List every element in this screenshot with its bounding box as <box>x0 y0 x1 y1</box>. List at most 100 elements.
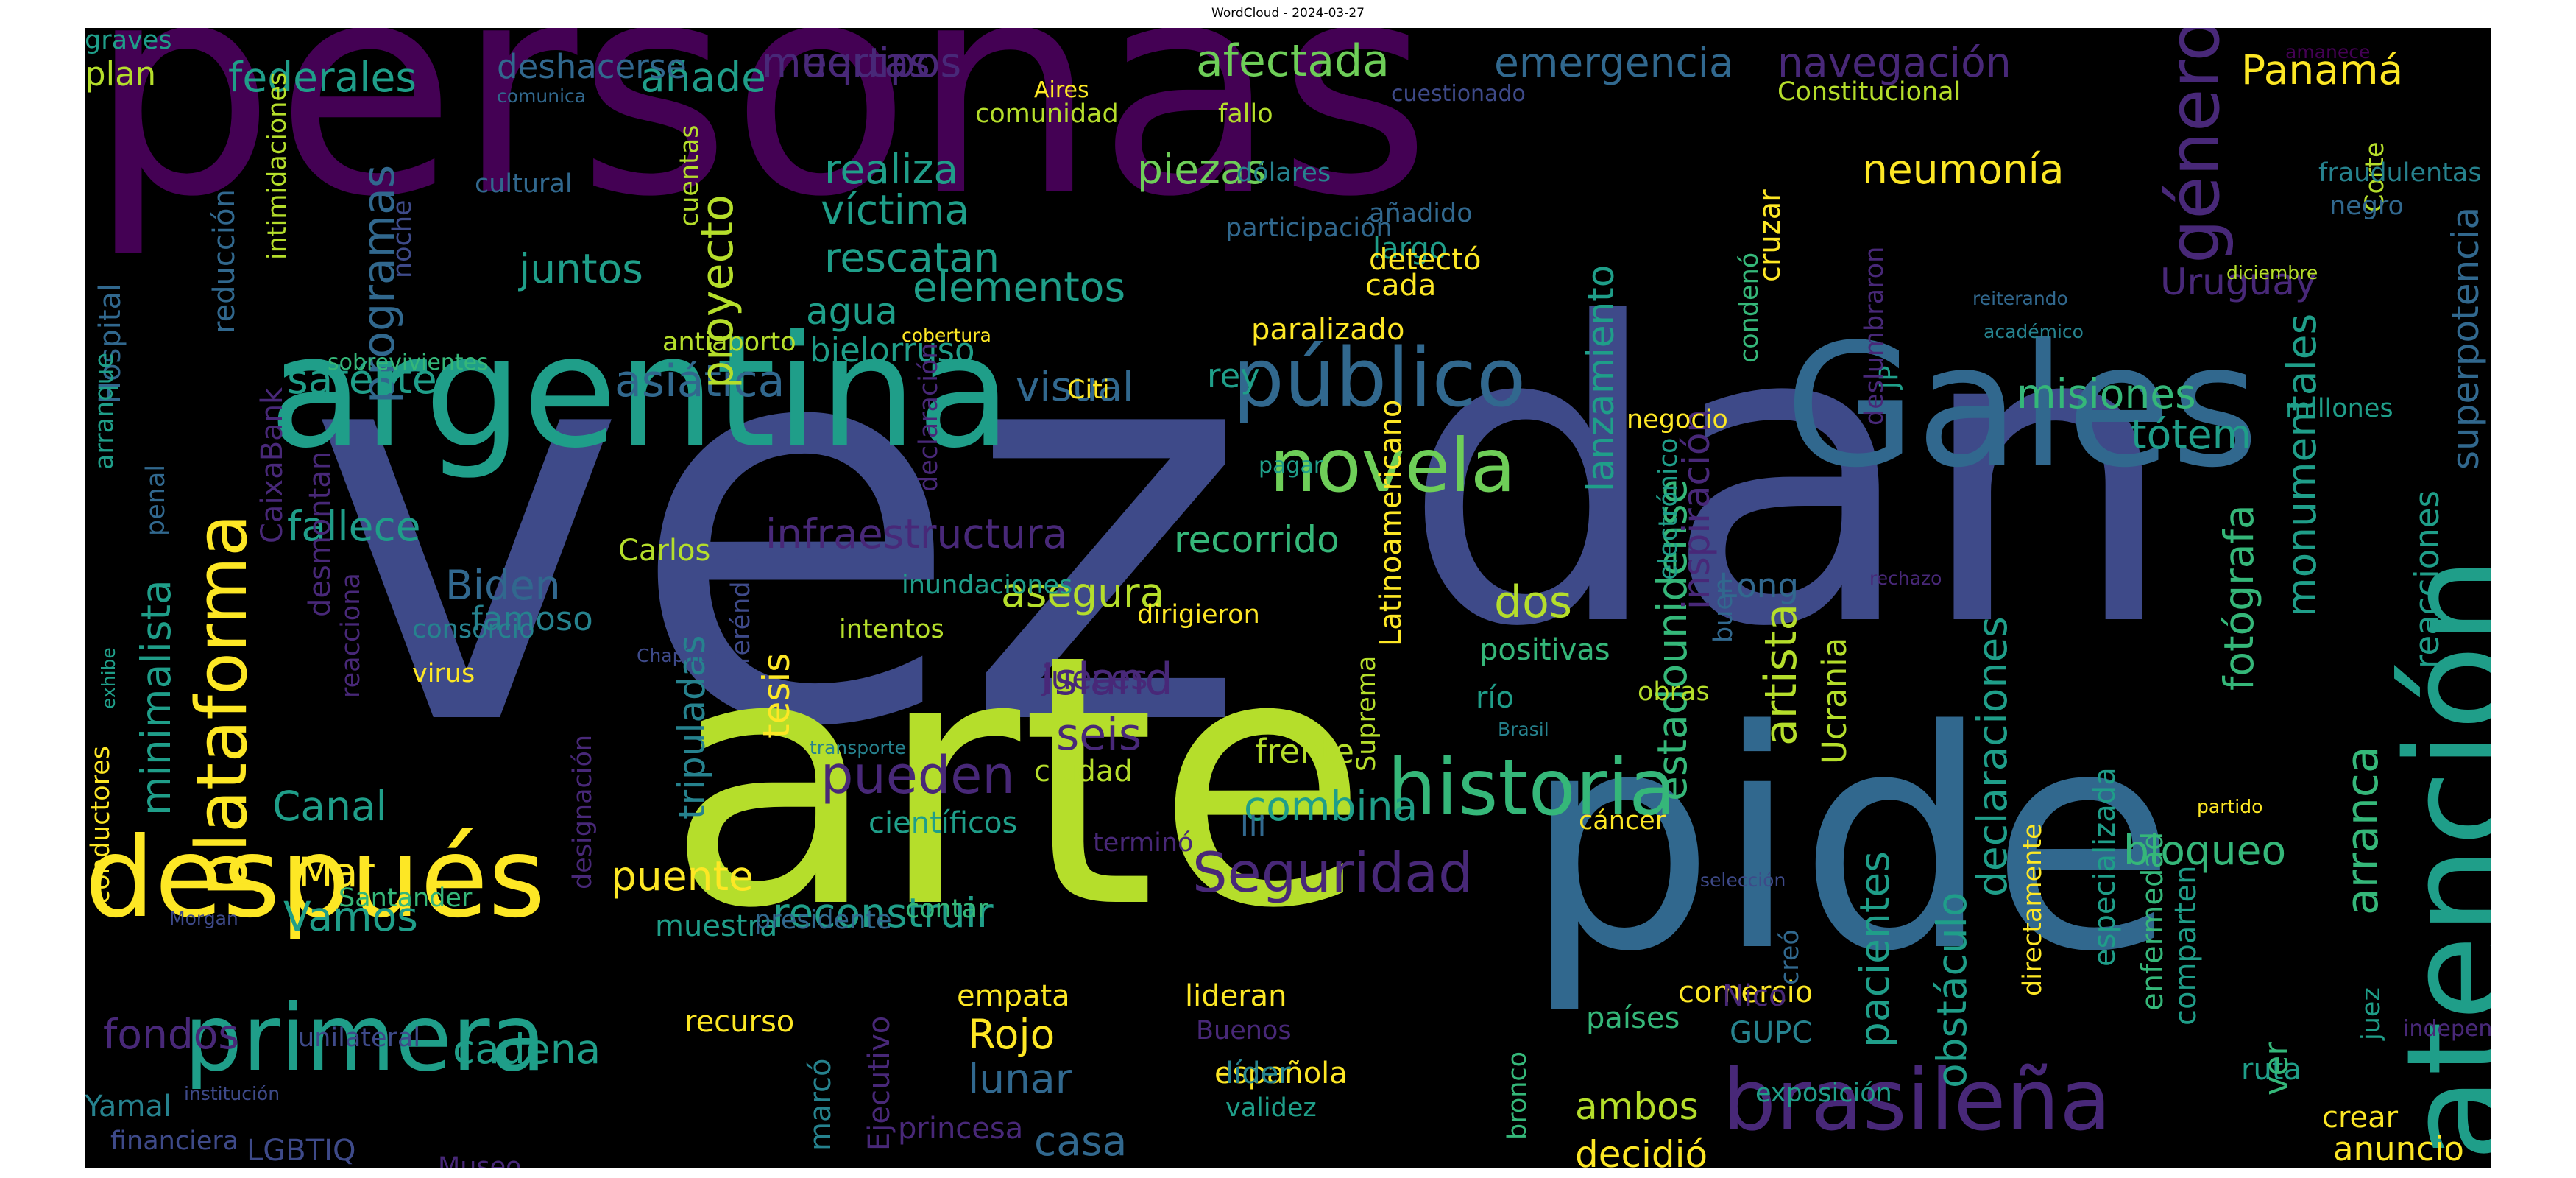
cloud-word: agua <box>806 290 898 333</box>
cloud-word: Buenos <box>1196 1016 1292 1045</box>
cloud-word: consorcio <box>412 615 535 644</box>
cloud-word: fraudulentas <box>2318 158 2482 188</box>
cloud-word: cadena <box>453 1026 601 1073</box>
cloud-word: exposición <box>1755 1079 1892 1108</box>
cloud-word: cuentas <box>675 124 704 227</box>
cloud-word: lunar <box>968 1055 1072 1102</box>
cloud-word: intentos <box>839 615 944 644</box>
cloud-word: superpotencia <box>2444 206 2487 470</box>
cloud-word: juez <box>2357 987 2386 1040</box>
cloud-word: largo <box>1373 232 1448 266</box>
cloud-word: recorrido <box>1174 518 1340 561</box>
cloud-word: CaixaBank <box>255 387 289 543</box>
cloud-word: Canal <box>272 783 387 830</box>
cloud-word: negro <box>2329 191 2404 221</box>
cloud-word: unilateral <box>298 1023 421 1053</box>
cloud-word: puente <box>611 853 754 900</box>
cloud-word: positivas <box>1479 633 1610 667</box>
cloud-word: fondos <box>103 1011 240 1058</box>
cloud-word: brasileña <box>1722 1051 2112 1150</box>
cloud-word: tesis <box>755 652 798 738</box>
cloud-word: género <box>2154 28 2235 264</box>
cloud-word: Chapinero <box>637 645 731 666</box>
cloud-word: cáncer <box>1579 806 1666 836</box>
cloud-word: lideran <box>1185 979 1287 1013</box>
cloud-word: especializada <box>2088 767 2122 967</box>
cloud-word: arranque <box>90 352 119 470</box>
cloud-word: cobertura <box>902 325 991 346</box>
word-cloud-canvas: personas vez dan arte pide argentina Gales aten… <box>85 28 2491 1168</box>
cloud-word: lanzamiento <box>1579 264 1622 492</box>
cloud-word: dos <box>1494 576 1573 628</box>
cloud-word: negocio <box>1627 405 1728 434</box>
cloud-word: graves <box>85 28 172 55</box>
cloud-word: muestra <box>655 909 778 943</box>
cloud-word: Morgan <box>169 908 238 929</box>
cloud-word: Brasil <box>1498 719 1549 740</box>
cloud-word: Citi <box>1067 375 1110 405</box>
cloud-word: condenó <box>1735 252 1764 363</box>
cloud-word: casa <box>1034 1118 1128 1165</box>
cloud-word: Yamal <box>85 1090 172 1124</box>
cloud-word: Suprema <box>1352 655 1381 772</box>
cloud-word: añade <box>640 54 767 101</box>
cloud-word: río <box>1476 681 1515 715</box>
cloud-word: decidió <box>1575 1133 1708 1168</box>
cloud-word: navegación <box>1777 39 2011 86</box>
cloud-word: reacciones <box>2407 490 2446 669</box>
cloud-word: bloqueo <box>2123 827 2287 874</box>
cloud-word: bielorruso <box>810 331 975 370</box>
cloud-word: partido <box>2197 796 2263 817</box>
cloud-word: conductores <box>86 745 116 904</box>
cloud-word: enfermedad <box>2136 831 2170 1011</box>
cloud-word: satélite <box>287 356 437 403</box>
cloud-word: declaración <box>914 342 944 492</box>
cloud-word: realiza <box>824 146 959 193</box>
cloud-word: deslumbraron <box>1860 246 1889 426</box>
cloud-word: reconstruir <box>773 889 994 937</box>
cloud-word: visual <box>1016 363 1134 410</box>
cloud-word: Ucrania <box>1815 637 1854 764</box>
cloud-word: marcó <box>804 1058 838 1151</box>
cloud-word: Museo <box>438 1152 522 1168</box>
cloud-word: amanece <box>2285 41 2371 63</box>
cloud-word: personas <box>88 28 1432 261</box>
cloud-word: intimidaciones <box>263 71 292 260</box>
cloud-word: obstáculo <box>1928 892 1975 1088</box>
cloud-word: referéndum <box>726 540 756 691</box>
cloud-word: reacciona <box>336 573 366 698</box>
cloud-word: cultural <box>475 169 573 199</box>
cloud-word: LGBTIQ <box>247 1134 356 1168</box>
cloud-word: líder <box>1225 1057 1291 1090</box>
cloud-word: seis <box>1056 709 1142 761</box>
cloud-word: buen <box>1709 577 1738 643</box>
cloud-word: cada <box>1365 269 1437 303</box>
cloud-word: financiera <box>110 1126 239 1156</box>
cloud-word: institución <box>184 1083 280 1104</box>
cloud-word: público <box>1233 331 1526 425</box>
cloud-word: transporte <box>810 737 906 758</box>
cloud-word: terminó <box>1093 828 1194 858</box>
cloud-word: anuncio <box>2333 1129 2464 1168</box>
cloud-word: Vamos <box>283 893 418 940</box>
cloud-word: famoso <box>471 599 593 638</box>
cloud-word: Carlos <box>618 534 711 568</box>
cloud-word: inundaciones <box>902 571 1073 600</box>
cloud-word: pagar <box>1259 453 1323 479</box>
cloud-word: infraestructura <box>765 510 1068 557</box>
cloud-word: cuestionado <box>1391 81 1526 107</box>
cloud-word: fotógrafa <box>2215 504 2262 691</box>
cloud-word: comunidad <box>975 99 1119 129</box>
cloud-word: independencia <box>2403 1016 2491 1042</box>
cloud-word: neumonía <box>1862 146 2064 193</box>
cloud-word: Seguridad <box>1192 840 1473 905</box>
cloud-word: diciembre <box>2226 262 2318 283</box>
cloud-word: piezas <box>1137 146 1267 193</box>
cloud-word: dirigieron <box>1137 600 1260 629</box>
cloud-word: artista <box>1755 603 1807 746</box>
cloud-word: reducción <box>208 189 241 334</box>
cloud-word: añadido <box>1369 199 1473 228</box>
cloud-word: científicos <box>868 806 1018 840</box>
cloud-word: ambos <box>1575 1085 1699 1128</box>
cloud-word: presidente <box>754 906 892 935</box>
